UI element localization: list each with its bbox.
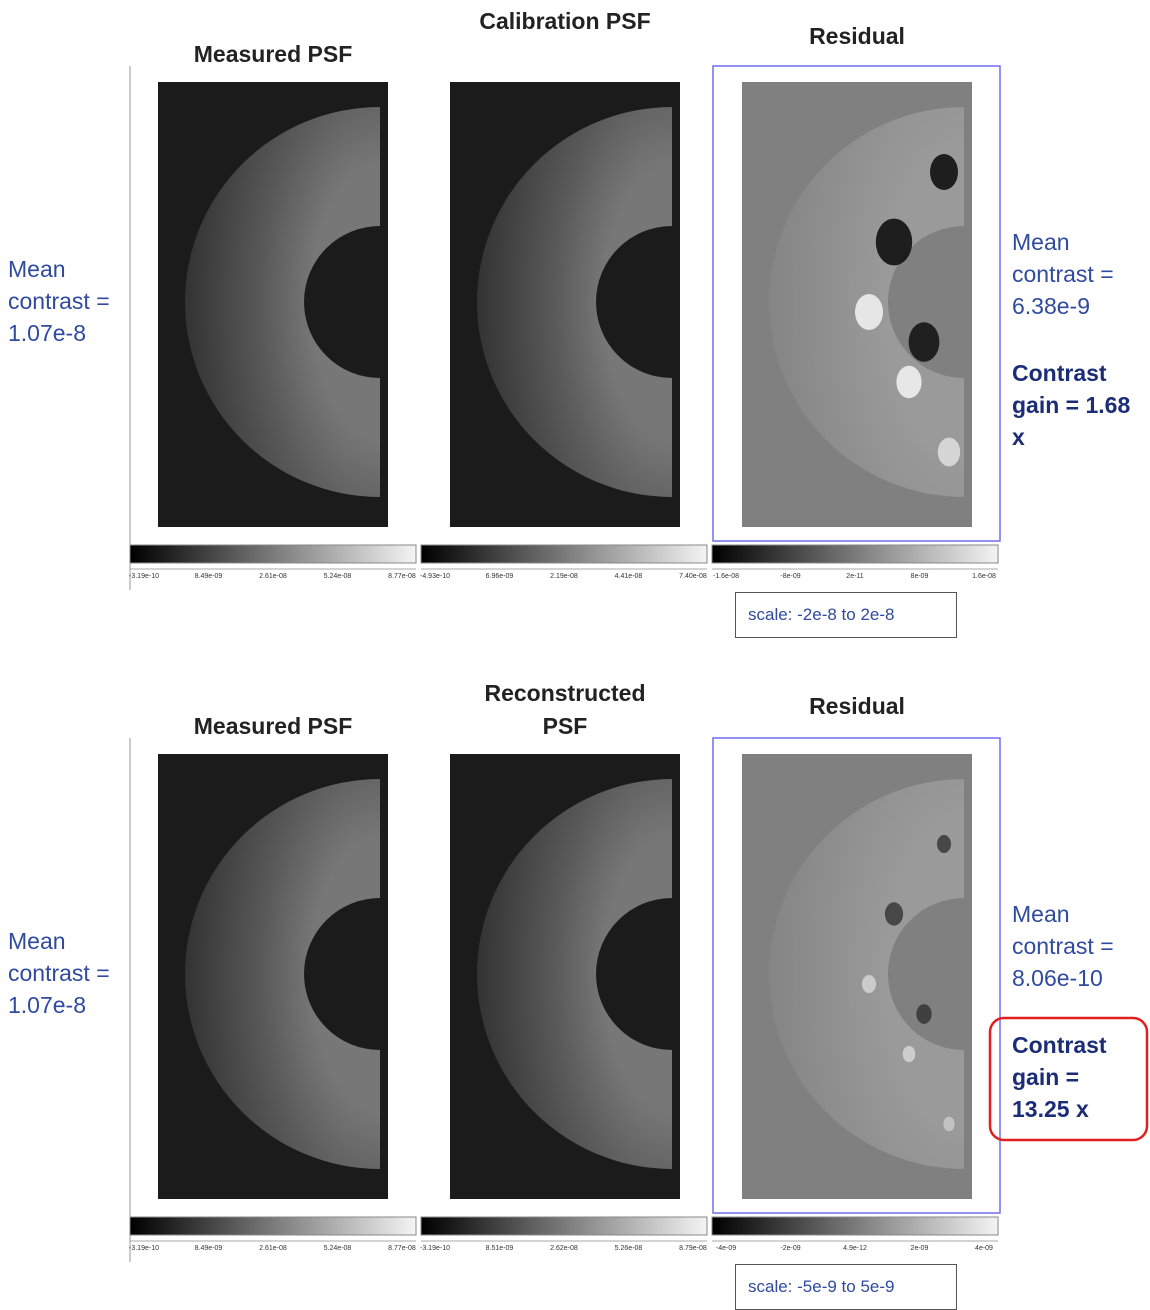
image-mask xyxy=(380,82,388,527)
scale-note: scale: -2e-8 to 2e-8 xyxy=(735,592,957,638)
panel-title: Reconstructed PSF xyxy=(465,677,665,743)
colorbar-label: 8.49e-09 xyxy=(181,1245,237,1252)
colorbar-label: 4.41e-08 xyxy=(601,573,657,580)
colorbar-label: 2.62e-08 xyxy=(536,1245,592,1252)
residual-feature xyxy=(862,975,876,993)
colorbar-label: 5.24e-08 xyxy=(310,573,366,580)
residual-feature xyxy=(916,1004,931,1024)
colorbar-label: -8e-09 xyxy=(763,573,819,580)
colorbar-label: 6.96e-09 xyxy=(472,573,528,580)
panel-title: Residual xyxy=(742,690,972,723)
residual-feature xyxy=(930,154,958,190)
residual-feature xyxy=(876,219,912,266)
image-mask xyxy=(672,754,680,1199)
colorbar-label: -4e-09 xyxy=(698,1245,754,1252)
left-note: Mean contrast = 1.07e-8 xyxy=(8,925,138,1021)
residual-feature xyxy=(855,294,883,330)
residual-feature xyxy=(885,902,903,925)
residual-feature xyxy=(938,438,960,467)
colorbar-label: 5.24e-08 xyxy=(310,1245,366,1252)
panel-title: Measured PSF xyxy=(158,38,388,71)
left-note: Mean contrast = 1.07e-8 xyxy=(8,253,138,349)
colorbar-label: 2e-09 xyxy=(892,1245,948,1252)
colorbar-label: 8.49e-09 xyxy=(181,573,237,580)
colorbar xyxy=(130,1217,416,1235)
colorbar-label: -3.19e-10 xyxy=(116,573,172,580)
colorbar-label: 8e-09 xyxy=(892,573,948,580)
contrast-gain: Contrast gain = 1.68 x xyxy=(1012,357,1132,453)
colorbar-label: -3.19e-10 xyxy=(407,1245,463,1252)
panel-title: Measured PSF xyxy=(158,710,388,743)
colorbar-label: 5.26e-08 xyxy=(601,1245,657,1252)
right-note: Mean contrast = 8.06e-10 xyxy=(1012,898,1142,994)
colorbar xyxy=(421,1217,707,1235)
contrast-gain: Contrast gain = 13.25 x xyxy=(1012,1029,1132,1125)
colorbar-label: 2.61e-08 xyxy=(245,573,301,580)
colorbar-label: -1.6e-08 xyxy=(698,573,754,580)
right-note: Mean contrast = 6.38e-9 xyxy=(1012,226,1142,322)
image-mask xyxy=(964,82,972,527)
colorbar-label: 8.51e-09 xyxy=(472,1245,528,1252)
image-mask xyxy=(672,82,680,527)
page: (() => { const data = JSON.parse(documen… xyxy=(0,0,1150,1310)
residual-feature xyxy=(943,1117,954,1131)
image-mask xyxy=(964,754,972,1199)
colorbar-label: 4.9e-12 xyxy=(827,1245,883,1252)
scale-note: scale: -5e-9 to 5e-9 xyxy=(735,1264,957,1310)
residual-feature xyxy=(903,1046,916,1062)
colorbar xyxy=(130,545,416,563)
colorbar-label: 2e-11 xyxy=(827,573,883,580)
colorbar-label: -3.19e-10 xyxy=(116,1245,172,1252)
colorbar-label: 2.61e-08 xyxy=(245,1245,301,1252)
colorbar-label: 4e-09 xyxy=(956,1245,1012,1252)
panel-title: Calibration PSF xyxy=(465,5,665,38)
colorbar-label: 1.6e-08 xyxy=(956,573,1012,580)
panel-title: Residual xyxy=(742,20,972,53)
colorbar-label: -4.93e-10 xyxy=(407,573,463,580)
colorbar xyxy=(712,545,998,563)
colorbar xyxy=(421,545,707,563)
figure xyxy=(0,0,1150,1310)
colorbar-label: 2.19e-08 xyxy=(536,573,592,580)
image-mask xyxy=(380,754,388,1199)
colorbar-label: -2e-09 xyxy=(763,1245,819,1252)
residual-feature xyxy=(896,366,921,398)
colorbar xyxy=(712,1217,998,1235)
residual-feature xyxy=(909,322,940,362)
residual-feature xyxy=(937,835,951,853)
